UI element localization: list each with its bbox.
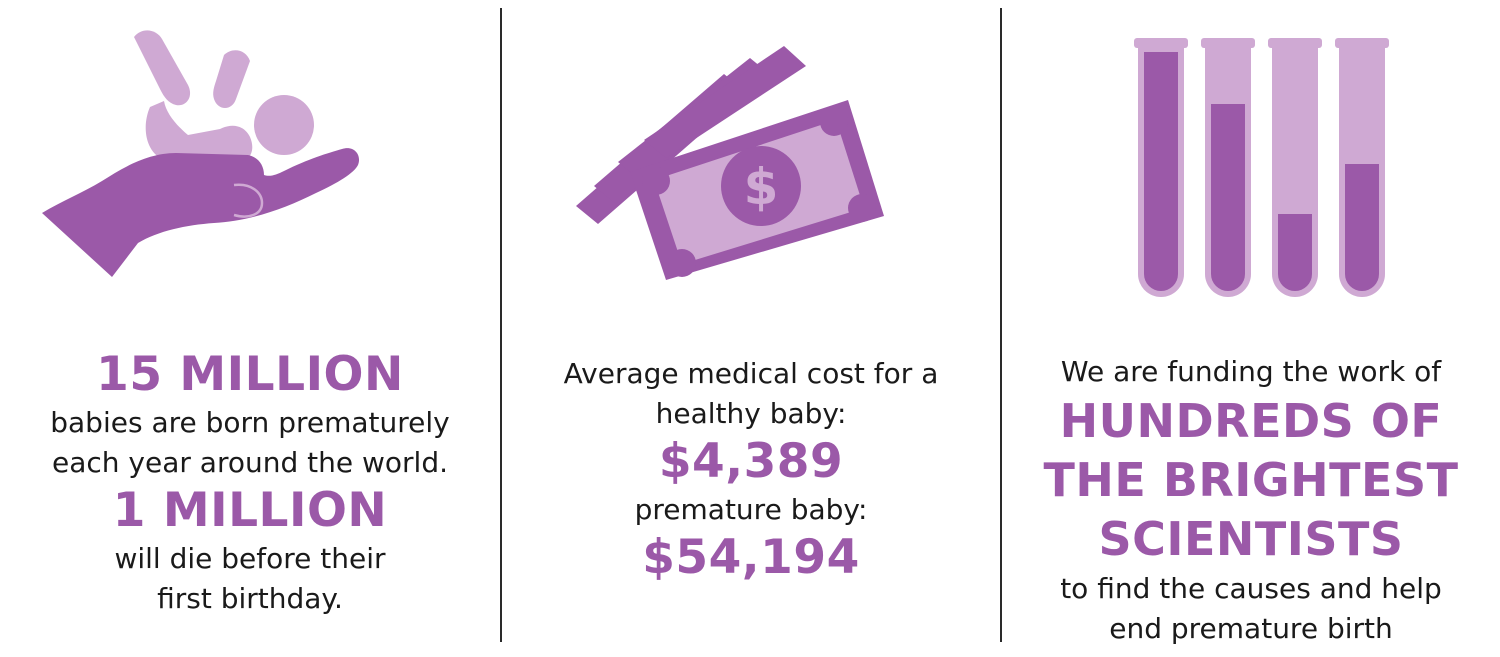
stat-line: healthy baby: <box>655 397 847 430</box>
stat-column-scientists: We are funding the work of HUNDREDS OF T… <box>1002 0 1500 657</box>
baby-in-hand-icon <box>38 25 360 280</box>
amount-healthy-baby: $4,389 <box>658 434 844 489</box>
stat-column-medical-cost: $ Average medical cost for a healthy bab… <box>502 0 1000 657</box>
headline-the-brightest: THE BRIGHTEST <box>1043 453 1459 507</box>
test-tubes-icon <box>1134 38 1392 304</box>
stat-text-medical-cost: Average medical cost for a healthy baby:… <box>502 354 1000 586</box>
stat-line: end premature birth <box>1109 612 1393 645</box>
column-divider-2 <box>1000 8 1002 642</box>
stat-line: babies are born prematurely <box>50 406 450 439</box>
headline-15-million: 15 MILLION <box>96 347 404 402</box>
stat-column-premature-births: 15 MILLION babies are born prematurely e… <box>0 0 500 657</box>
stat-line: will die before their <box>114 542 386 575</box>
stat-line: Average medical cost for a <box>563 357 939 390</box>
headline-scientists: SCIENTISTS <box>1098 512 1404 566</box>
amount-premature-baby: $54,194 <box>642 530 860 585</box>
stat-line: We are funding the work of <box>1060 355 1442 388</box>
stat-text-premature-births: 15 MILLION babies are born prematurely e… <box>0 347 500 619</box>
stat-line: to find the causes and help <box>1060 572 1442 605</box>
headline-hundreds-of: HUNDREDS OF <box>1059 394 1443 448</box>
column-divider-1 <box>500 8 502 642</box>
headline-1-million: 1 MILLION <box>112 483 388 538</box>
money-bills-icon: $ <box>574 44 886 284</box>
stat-line: premature baby: <box>634 493 868 526</box>
stat-line: each year around the world. <box>52 446 448 479</box>
stat-line: first birthday. <box>157 582 343 615</box>
stat-text-scientists: We are funding the work of HUNDREDS OF T… <box>1002 352 1500 649</box>
svg-text:$: $ <box>744 158 779 216</box>
